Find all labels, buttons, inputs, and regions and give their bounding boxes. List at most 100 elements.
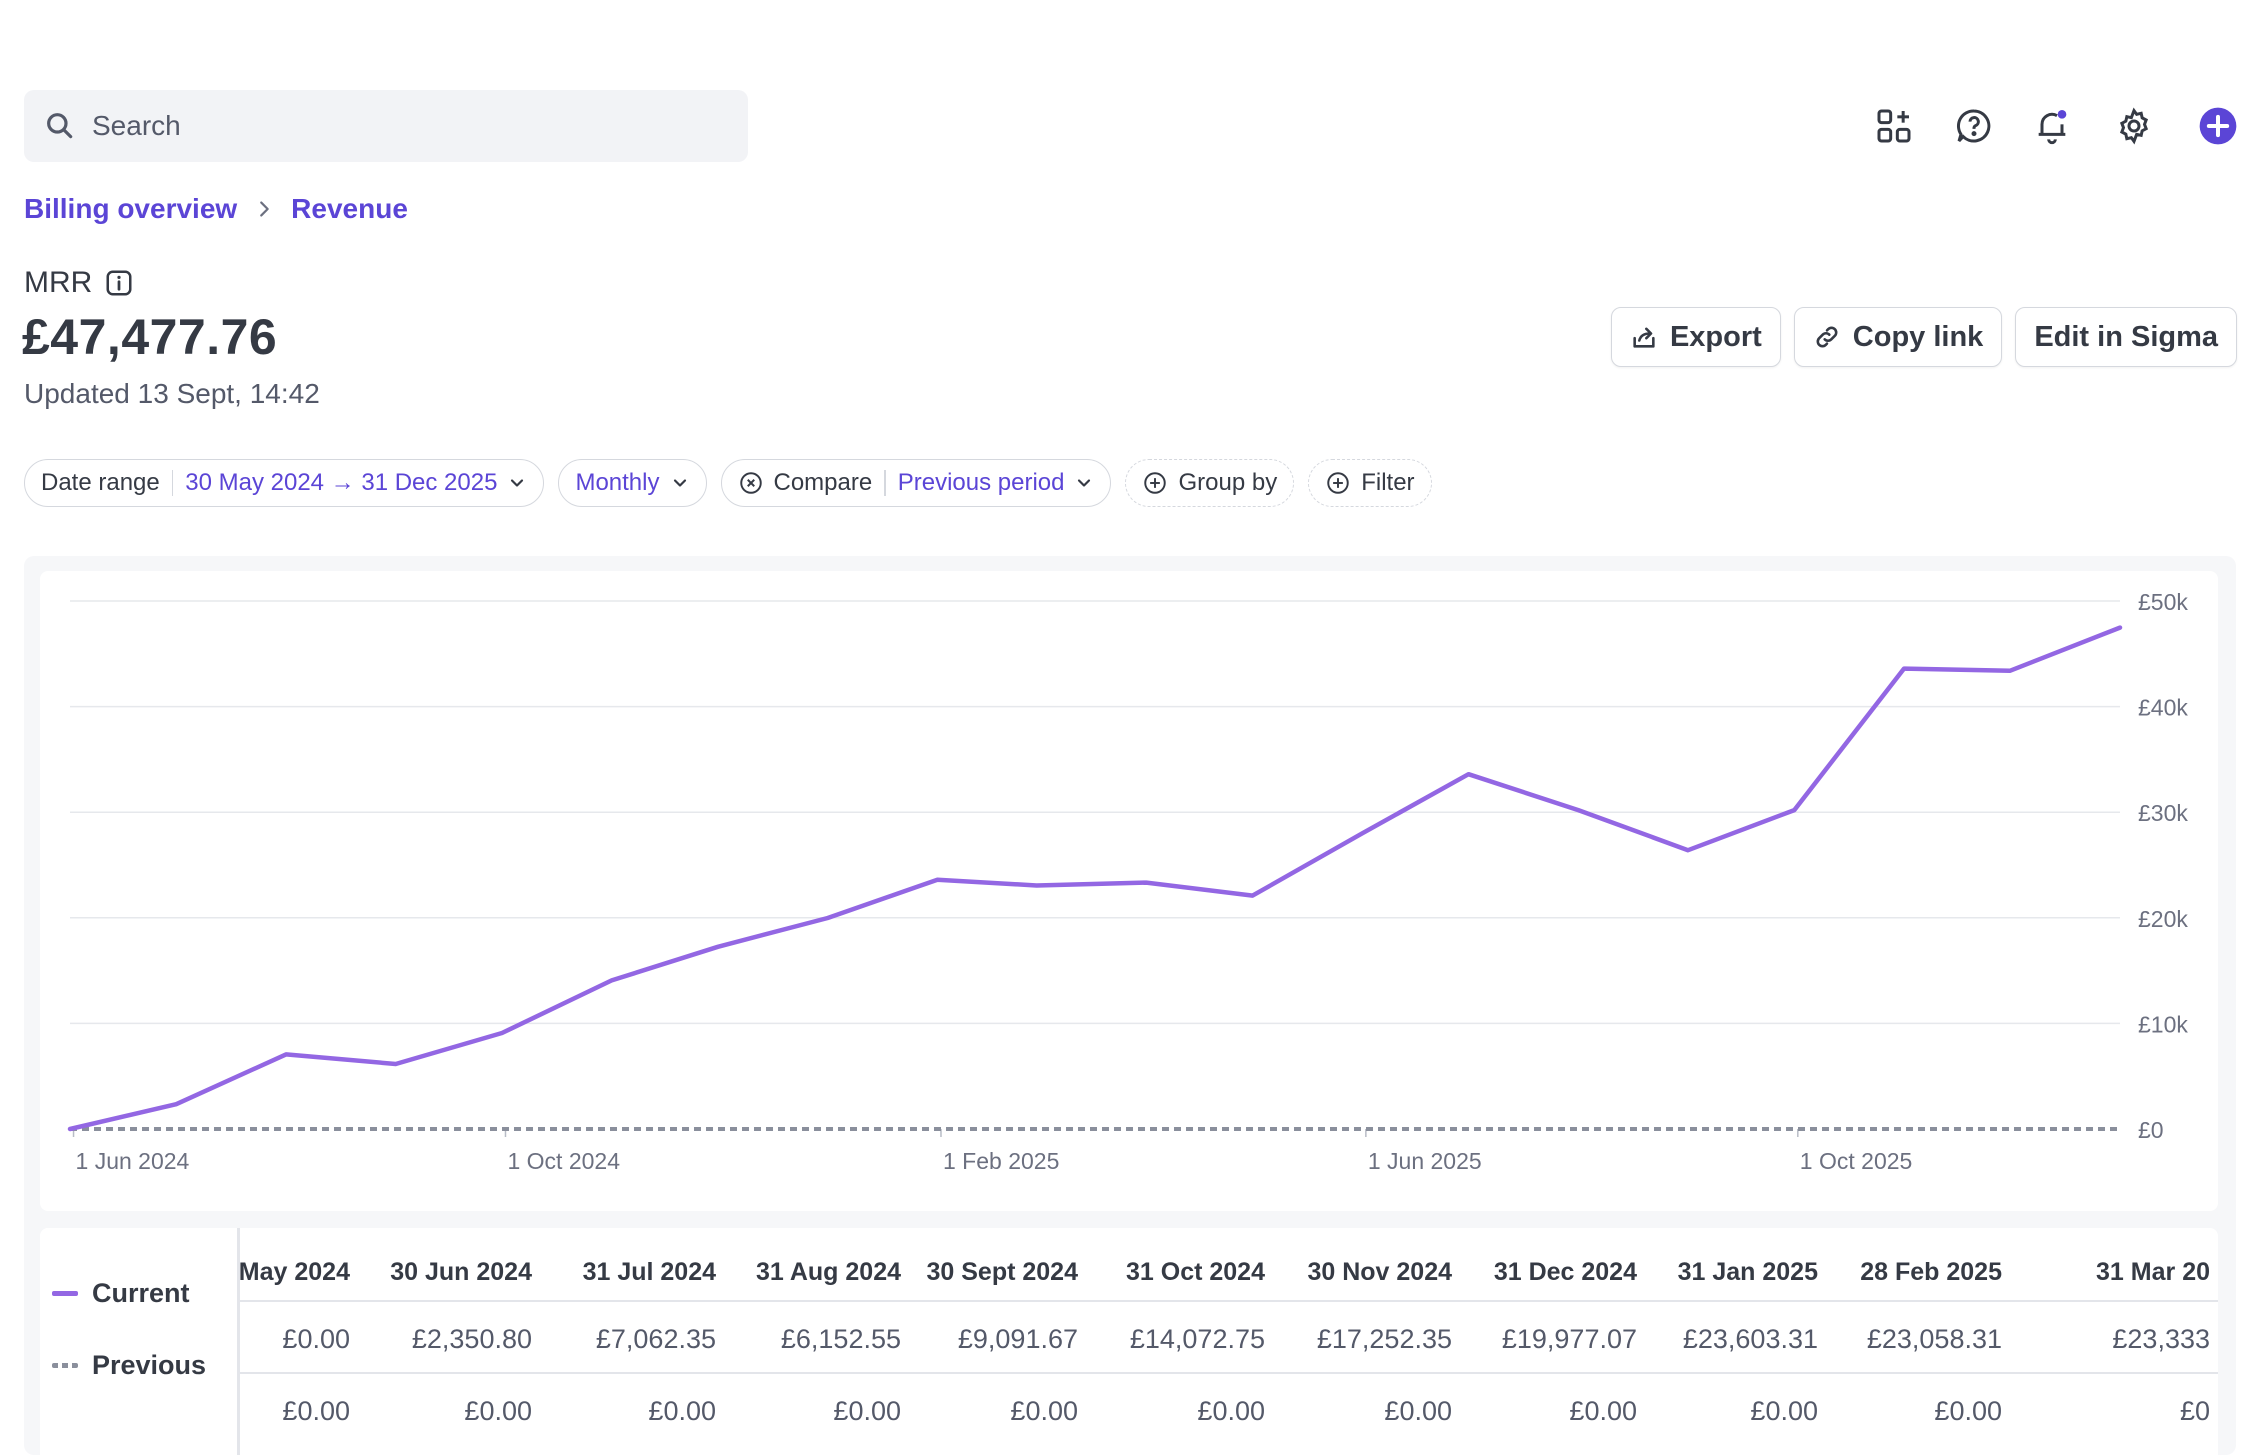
x-tick-label: 1 Oct 2024 [507, 1148, 620, 1174]
column-header: 30 Nov 2024 [1307, 1258, 1452, 1286]
table-cell: £0.00 [1934, 1396, 2002, 1426]
compare-value: Previous period [897, 469, 1065, 496]
export-icon [1633, 327, 1655, 348]
info-icon[interactable] [104, 268, 134, 298]
y-tick-label: £10k [2138, 1011, 2188, 1037]
compare-filter[interactable]: Compare Previous period [720, 459, 1112, 507]
copy-link-button[interactable]: Copy link [1793, 307, 2003, 367]
table-cell: £0.00 [1569, 1396, 1637, 1426]
search-input[interactable]: Search [92, 110, 181, 141]
compare-label: Compare [773, 469, 873, 496]
table-cell: £0.00 [1384, 1396, 1452, 1426]
column-header: 31 Mar 20 [2096, 1258, 2210, 1286]
date-range-filter[interactable]: Date range 30 May 2024 → 31 Dec 2025 [24, 459, 545, 507]
legend-current-label: Current [92, 1278, 190, 1308]
link-icon [1816, 326, 1838, 348]
group-by-filter[interactable]: Group by [1125, 459, 1295, 507]
copy-link-label: Copy link [1852, 320, 1984, 353]
remove-circle-x-icon[interactable] [738, 470, 764, 496]
add-circle-icon [1327, 472, 1349, 494]
add-circle-icon [1144, 472, 1167, 494]
table-cell: £0.00 [282, 1396, 350, 1426]
legend-current: Current [52, 1278, 190, 1309]
previous-swatch [52, 1363, 78, 1368]
pill-divider [171, 470, 174, 496]
y-tick-label: £30k [2138, 800, 2188, 826]
y-tick-label: £50k [2138, 589, 2188, 615]
table-cell: £23,058.31 [1866, 1324, 2002, 1354]
edit-in-sigma-label: Edit in Sigma [2034, 320, 2218, 353]
notification-bell-icon[interactable] [2028, 102, 2076, 150]
table-cell: £17,252.35 [1316, 1324, 1452, 1354]
table-cell: £19,977.07 [1501, 1324, 1637, 1354]
x-tick-label: 1 Oct 2025 [1800, 1148, 1913, 1174]
chevron-down-icon [673, 479, 686, 487]
action-buttons: Export Copy link Edit in Sigma [1610, 307, 2237, 367]
table-cell: £7,062.35 [595, 1324, 716, 1354]
date-range-label: Date range [41, 469, 160, 496]
group-by-label: Group by [1178, 469, 1278, 496]
x-tick-label: 1 Jun 2024 [76, 1148, 190, 1174]
mrr-chart: £0 £10k £20k £30k £40k £50k 1 Jun 2024 1 Oct 20… [40, 571, 2218, 1211]
table-cell: £0.00 [464, 1396, 532, 1426]
updated-timestamp: Updated 13 Sept, 14:42 [24, 378, 320, 409]
breadcrumb-revenue[interactable]: Revenue [291, 193, 408, 224]
row-divider [40, 1372, 2218, 1374]
series-legend-column: Current Previous [40, 1228, 240, 1455]
row-divider [40, 1300, 2218, 1302]
add-widget-icon[interactable] [1870, 102, 1918, 150]
y-tick-label: £20k [2138, 906, 2188, 932]
search-icon [47, 113, 73, 139]
date-range-value: 30 May 2024 → 31 Dec 2025 [185, 469, 498, 496]
table-cell: £23,603.31 [1682, 1324, 1818, 1354]
interval-filter[interactable]: Monthly [558, 459, 707, 507]
column-header: 30 Jun 2024 [390, 1258, 532, 1286]
metric-title: MRR [24, 266, 134, 300]
export-label: Export [1669, 320, 1762, 353]
filter-bar: Date range 30 May 2024 → 31 Dec 2025 Mon… [24, 459, 1432, 507]
column-header: 31 Jul 2024 [582, 1258, 716, 1286]
table-cell: £0.00 [833, 1396, 901, 1426]
legend-previous: Previous [52, 1350, 206, 1381]
report-panel: £0 £10k £20k £30k £40k £50k 1 Jun 2024 1 Oct 20… [24, 556, 2236, 1455]
mrr-data-table: Current Previous 31 May 2024 30 Jun 2024 3… [40, 1228, 2218, 1455]
table-cell: £0.00 [282, 1324, 350, 1354]
column-header: 31 Dec 2024 [1493, 1258, 1637, 1286]
table-cell: £0.00 [1010, 1396, 1078, 1426]
y-tick-label: £40k [2138, 695, 2188, 721]
current-series-line [67, 625, 2123, 1132]
pill-divider [884, 470, 886, 496]
x-tick-label: 1 Jun 2025 [1368, 1148, 1482, 1174]
table-cell: £0 [2179, 1396, 2210, 1426]
y-tick-label: £0 [2138, 1117, 2164, 1143]
table-cell: £2,350.80 [411, 1324, 532, 1354]
metric-value: £47,477.76 [22, 309, 278, 365]
breadcrumb: Billing overview Revenue [24, 193, 408, 225]
column-header: 31 Aug 2024 [756, 1258, 901, 1286]
mrr-line-chart[interactable]: £0 £10k £20k £30k £40k £50k 1 Jun 2024 1 Oct 20… [40, 571, 2218, 1211]
table-cell: £9,091.67 [957, 1324, 1078, 1354]
create-plus-icon[interactable] [2194, 102, 2242, 150]
edit-in-sigma-button[interactable]: Edit in Sigma [2015, 307, 2237, 367]
table-cell: £0.00 [1750, 1396, 1818, 1426]
current-swatch [52, 1291, 78, 1296]
interval-value: Monthly [575, 469, 660, 496]
export-button[interactable]: Export [1610, 307, 1781, 367]
table-cell: £14,072.75 [1129, 1324, 1265, 1354]
chevron-down-icon [1078, 479, 1091, 487]
x-tick-label: 1 Feb 2025 [943, 1148, 1059, 1174]
settings-gear-icon[interactable] [2110, 102, 2158, 150]
column-header: 31 Oct 2024 [1126, 1258, 1265, 1286]
chevron-right-icon [260, 201, 269, 217]
table-cell: £6,152.55 [780, 1324, 901, 1354]
search-bar[interactable]: Search [24, 90, 748, 162]
filter-label: Filter [1361, 469, 1415, 496]
column-header: 28 Feb 2025 [1860, 1258, 2002, 1286]
chevron-down-icon [511, 479, 524, 487]
breadcrumb-billing-overview[interactable]: Billing overview [24, 193, 238, 224]
column-header: 31 Jan 2025 [1677, 1258, 1818, 1286]
table-cell: £23,333 [2112, 1324, 2210, 1354]
help-icon[interactable] [1950, 102, 1998, 150]
add-filter-button[interactable]: Filter [1308, 459, 1432, 507]
column-header: 30 Sept 2024 [926, 1258, 1079, 1286]
